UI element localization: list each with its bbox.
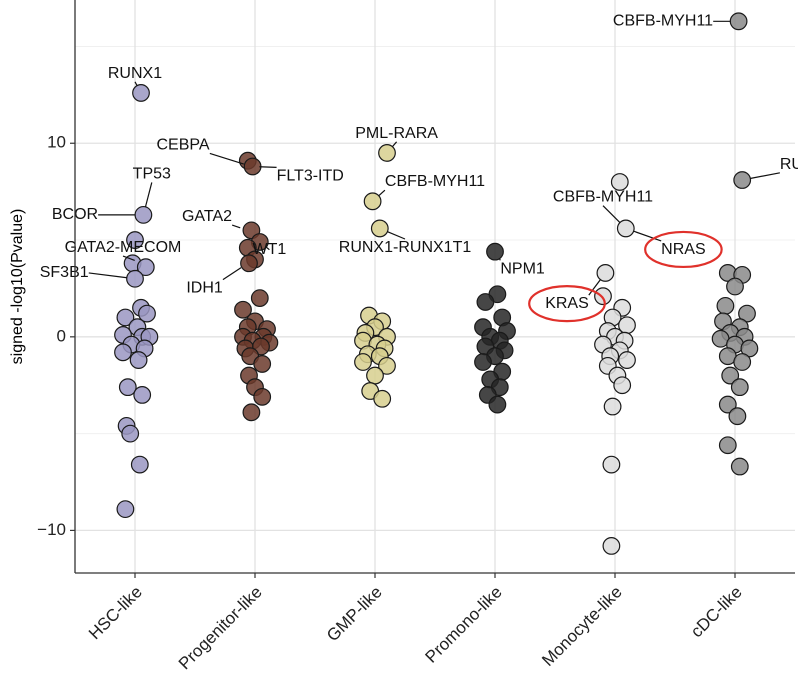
data-point xyxy=(488,395,507,414)
data-point xyxy=(729,12,748,31)
annotation-label: TP53 xyxy=(133,165,171,182)
data-point xyxy=(486,242,504,261)
annotations: RUNX1TP53BCORGATA2-MECOMSF3B1CEBPAFLT3-I… xyxy=(40,13,798,323)
data-point xyxy=(136,258,155,277)
data-point xyxy=(130,455,149,474)
annotation-label: CBFB-MYH11 xyxy=(385,173,485,190)
annotation-leader xyxy=(378,189,386,197)
annotation-leader xyxy=(88,272,128,279)
annotation-leader xyxy=(222,267,242,281)
annotation-leader xyxy=(134,81,138,87)
data-point xyxy=(603,397,622,416)
highlight-circle xyxy=(528,285,606,323)
annotation-leader xyxy=(259,166,277,168)
data-point xyxy=(243,157,262,176)
data-point xyxy=(366,366,384,385)
data-point xyxy=(134,205,153,224)
data-point xyxy=(126,269,144,288)
data-point xyxy=(126,231,144,249)
annotation-label: GATA2-MECOM xyxy=(65,239,182,256)
annotation-label: SF3B1 xyxy=(40,264,89,281)
data-point xyxy=(718,436,737,455)
y-tick-label: 10 xyxy=(47,133,66,152)
data-point xyxy=(728,407,747,426)
data-point xyxy=(118,378,137,397)
annotation-leader xyxy=(602,205,621,224)
data-point xyxy=(716,296,735,315)
annotation-leader xyxy=(122,255,135,262)
data-point xyxy=(240,254,258,273)
data-point xyxy=(616,219,635,238)
annotation-leader xyxy=(391,141,398,148)
data-point xyxy=(129,351,148,369)
data-point xyxy=(730,457,749,476)
data-point xyxy=(378,356,396,375)
annotation-leader xyxy=(231,224,241,229)
data-point xyxy=(234,300,252,319)
data-point xyxy=(354,353,372,371)
data-point xyxy=(116,308,135,327)
annotation-label: GATA2 xyxy=(182,208,232,225)
data-point xyxy=(250,289,269,308)
y-tick-label: −10 xyxy=(37,520,66,539)
y-axis-title: signed -log10(Pvalue) xyxy=(9,209,26,365)
data-points xyxy=(114,12,759,555)
data-point xyxy=(733,353,752,371)
data-point xyxy=(370,219,389,238)
data-point xyxy=(610,173,629,191)
annotation-leader xyxy=(498,258,501,261)
data-point xyxy=(474,353,492,371)
data-point xyxy=(363,192,382,211)
data-point xyxy=(596,264,615,282)
data-point xyxy=(242,403,261,422)
annotation-label: RUNX1 xyxy=(780,156,798,173)
annotation-leader xyxy=(588,278,602,296)
annotation-leader xyxy=(386,230,406,240)
data-point xyxy=(121,424,140,443)
annotation-label: NRAS xyxy=(661,241,705,258)
data-point xyxy=(602,536,621,555)
data-point xyxy=(116,500,135,519)
data-point xyxy=(602,455,621,474)
annotation-label: RUNX1-RUNX1T1 xyxy=(339,239,472,256)
annotation-leader xyxy=(749,172,780,180)
data-point xyxy=(721,366,740,385)
data-point xyxy=(730,378,749,397)
annotation-label: KRAS xyxy=(545,295,589,312)
highlight-circle xyxy=(644,230,723,269)
annotation-leader xyxy=(209,152,244,165)
annotation-label: IDH1 xyxy=(186,280,223,297)
data-point xyxy=(594,287,612,306)
data-point xyxy=(373,389,392,408)
y-tick-label: 0 xyxy=(57,326,66,345)
data-point xyxy=(253,355,272,373)
annotation-label: RUNX1 xyxy=(108,65,162,82)
annotation-label: PML-RARA xyxy=(355,125,438,142)
annotation-label: CBFB-MYH11 xyxy=(613,13,713,30)
data-point xyxy=(618,351,636,369)
data-point xyxy=(738,304,756,323)
data-point xyxy=(138,304,156,323)
data-point xyxy=(733,171,752,189)
annotation-leader xyxy=(633,230,662,242)
annotation-label: CEBPA xyxy=(156,136,209,153)
annotation-label: FLT3-ITD xyxy=(277,167,344,184)
data-point xyxy=(718,395,737,414)
data-point xyxy=(133,386,152,404)
data-point xyxy=(740,339,759,358)
annotation-label: NPM1 xyxy=(500,260,545,277)
data-point xyxy=(132,84,150,102)
annotation-leader xyxy=(265,246,270,251)
data-point xyxy=(253,387,272,406)
data-point xyxy=(378,144,396,162)
data-point xyxy=(726,277,744,296)
data-point xyxy=(114,343,132,362)
annotation-leader xyxy=(144,182,153,208)
data-point xyxy=(476,293,495,311)
data-point xyxy=(613,376,632,395)
annotation-label: CBFB-MYH11 xyxy=(553,189,653,206)
